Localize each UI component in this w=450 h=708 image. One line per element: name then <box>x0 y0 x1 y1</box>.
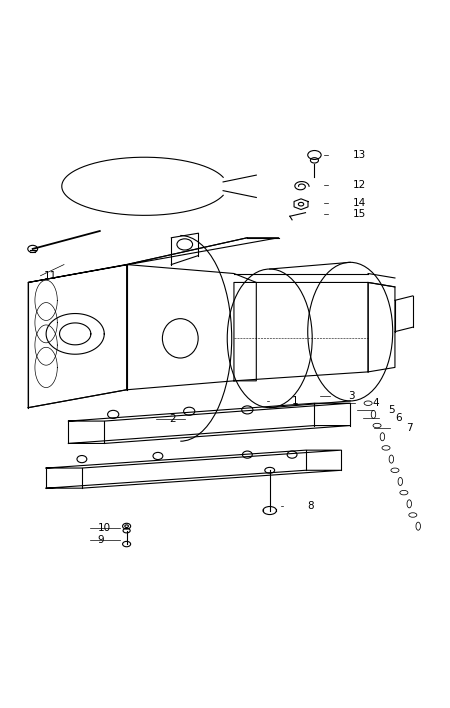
Text: 6: 6 <box>395 413 401 423</box>
Text: 7: 7 <box>406 423 413 433</box>
Text: 14: 14 <box>352 198 366 208</box>
Text: 15: 15 <box>352 210 366 219</box>
Text: 2: 2 <box>169 414 176 424</box>
Text: 9: 9 <box>98 535 104 544</box>
Text: 8: 8 <box>308 501 315 511</box>
Text: 13: 13 <box>352 150 366 160</box>
Text: 3: 3 <box>348 392 355 401</box>
Text: 5: 5 <box>388 405 395 415</box>
Text: 4: 4 <box>373 398 379 409</box>
Text: 11: 11 <box>44 270 57 281</box>
Text: 1: 1 <box>292 396 299 406</box>
Text: 10: 10 <box>98 523 111 533</box>
Text: 12: 12 <box>352 180 366 190</box>
